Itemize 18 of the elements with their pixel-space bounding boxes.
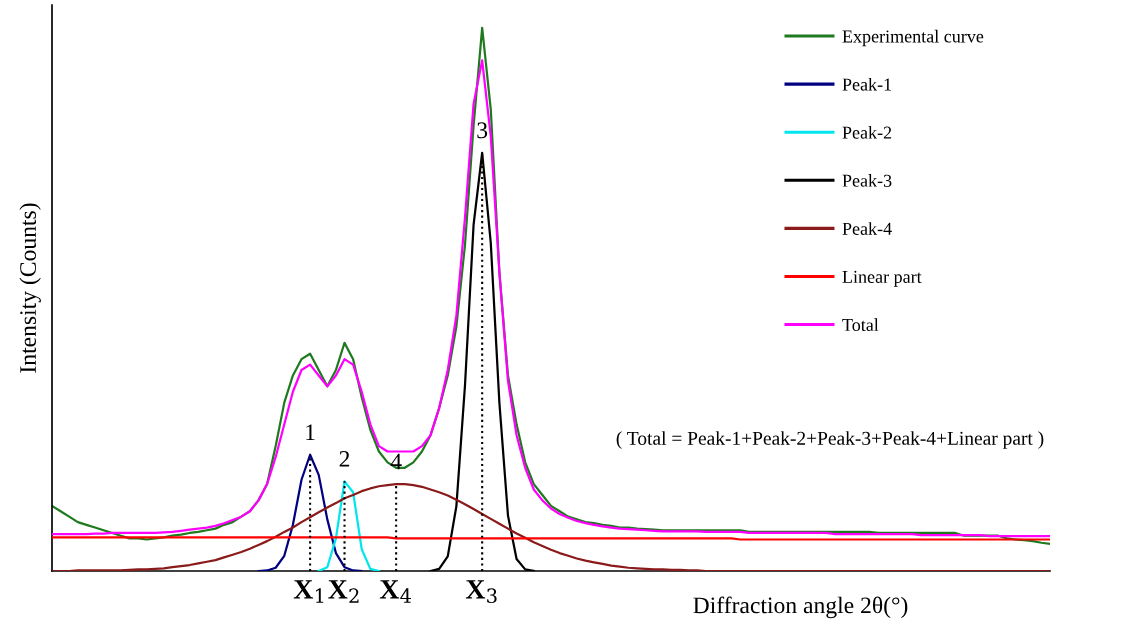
legend-label: Linear part — [842, 270, 922, 287]
legend-label: Total — [842, 318, 879, 332]
annotation: 3 — [477, 122, 488, 139]
x-tick-label: X$_{3}$ — [465, 580, 497, 604]
annotation: 2 — [339, 450, 350, 467]
legend-label: Peak-1 — [842, 77, 892, 91]
x-axis-title: Diffraction angle 2θ(°) — [693, 596, 908, 619]
legend-label: Experimental curve — [842, 29, 984, 47]
x-tick-label: X$_{4}$ — [379, 580, 412, 603]
legend-label: Peak-4 — [842, 222, 892, 235]
x-tick-label: X$_{1}$ — [293, 580, 324, 603]
x-tick-label: X$_{2}$ — [328, 580, 359, 603]
legend-label: Peak-2 — [842, 126, 892, 139]
y-axis-title: Intensity (Counts) — [19, 203, 41, 373]
annotation: 1 — [306, 424, 315, 441]
annotation: 4 — [390, 453, 402, 470]
annotation: ( Total = Peak-1+Peak-2+Peak-3+Peak-4+Linear part ) — [616, 431, 1044, 449]
legend-label: Peak-3 — [842, 174, 892, 187]
